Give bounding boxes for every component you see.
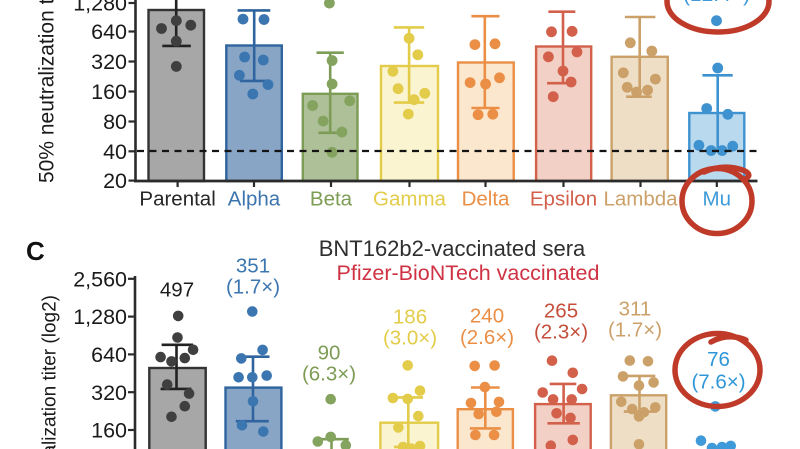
svg-text:186: 186 <box>393 306 427 329</box>
svg-text:C: C <box>26 236 45 266</box>
svg-text:160: 160 <box>91 419 127 443</box>
svg-text:1,280: 1,280 <box>73 0 127 16</box>
svg-text:Epsilon: Epsilon <box>530 188 597 211</box>
svg-text:Mu: Mu <box>703 188 731 211</box>
svg-text:(3.0×): (3.0×) <box>383 327 437 350</box>
svg-text:BNT162b2-vaccinated sera: BNT162b2-vaccinated sera <box>319 236 586 261</box>
svg-text:640: 640 <box>91 343 127 367</box>
svg-text:Parental: Parental <box>139 188 215 211</box>
svg-text:320: 320 <box>91 381 127 405</box>
svg-text:351: 351 <box>236 255 270 278</box>
svg-text:(1.7×): (1.7×) <box>608 319 662 342</box>
svg-text:(1.7×): (1.7×) <box>226 276 280 299</box>
svg-text:2,560: 2,560 <box>73 267 127 291</box>
svg-text:Lambda: Lambda <box>603 188 678 211</box>
svg-text:160: 160 <box>91 80 127 104</box>
svg-text:(2.6×): (2.6×) <box>460 326 514 349</box>
svg-text:(7.6×): (7.6×) <box>691 371 745 394</box>
svg-text:240: 240 <box>470 305 504 328</box>
svg-text:265: 265 <box>544 300 578 323</box>
svg-text:Delta: Delta <box>462 188 510 211</box>
svg-text:1,280: 1,280 <box>73 305 127 329</box>
svg-text:(6.3×): (6.3×) <box>302 363 356 386</box>
svg-text:90: 90 <box>318 342 341 365</box>
svg-text:640: 640 <box>91 20 127 44</box>
svg-text:(2.3×): (2.3×) <box>534 321 588 344</box>
svg-text:Beta: Beta <box>310 188 353 211</box>
svg-text:80: 80 <box>103 110 127 134</box>
svg-text:50% neutralization titer: 50% neutralization titer <box>36 0 59 183</box>
svg-text:Alpha: Alpha <box>228 188 281 211</box>
svg-text:Pfizer-BioNTech vaccinated: Pfizer-BioNTech vaccinated <box>337 261 600 285</box>
svg-text:76: 76 <box>707 348 730 371</box>
svg-text:Gamma: Gamma <box>373 188 447 211</box>
svg-text:Neutralization titer (log2): Neutralization titer (log2) <box>40 295 61 449</box>
svg-text:20: 20 <box>103 169 127 193</box>
svg-text:320: 320 <box>91 50 127 74</box>
svg-text:(12.4×): (12.4×) <box>683 0 750 6</box>
svg-text:497: 497 <box>160 279 194 302</box>
svg-text:311: 311 <box>619 298 652 321</box>
svg-text:40: 40 <box>103 140 127 164</box>
